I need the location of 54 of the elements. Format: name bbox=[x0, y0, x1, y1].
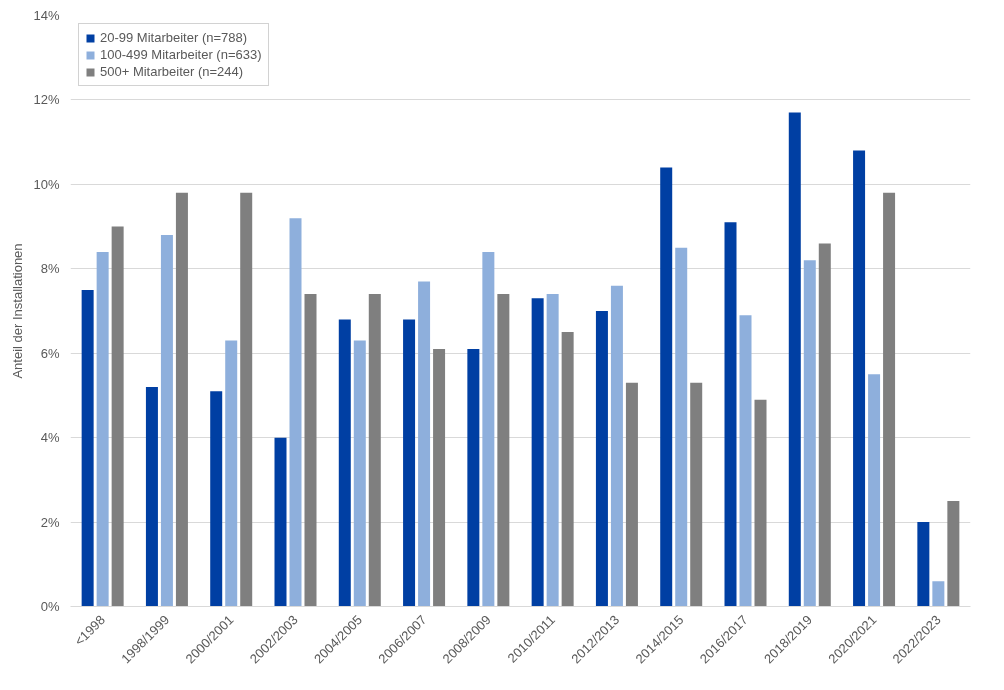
y-tick-label: 4% bbox=[40, 430, 60, 446]
bar bbox=[111, 226, 124, 607]
y-tick-label: 8% bbox=[40, 261, 60, 277]
bar bbox=[531, 298, 544, 607]
legend-label: 100-499 Mitarbeiter (n=633) bbox=[100, 47, 262, 62]
y-tick-label: 6% bbox=[40, 345, 60, 361]
y-tick-label: 12% bbox=[33, 92, 60, 108]
bar bbox=[932, 581, 945, 607]
bar bbox=[160, 235, 173, 607]
bar bbox=[883, 192, 896, 607]
bar bbox=[947, 500, 960, 607]
legend-label: 20-99 Mitarbeiter (n=788) bbox=[100, 30, 248, 45]
bar bbox=[625, 382, 638, 607]
bar bbox=[610, 285, 623, 607]
bar bbox=[675, 247, 688, 607]
bar bbox=[467, 348, 480, 607]
bar bbox=[818, 243, 831, 607]
bar bbox=[497, 294, 510, 607]
bar bbox=[917, 522, 930, 607]
bar bbox=[81, 289, 94, 607]
bar bbox=[274, 437, 287, 607]
bar bbox=[739, 315, 752, 607]
bar bbox=[145, 386, 158, 607]
bar bbox=[289, 218, 302, 607]
bar bbox=[853, 150, 866, 607]
bar bbox=[546, 294, 559, 607]
bar bbox=[403, 319, 416, 607]
bar bbox=[368, 294, 381, 607]
y-axis-title: Anteil der Installationen bbox=[10, 243, 26, 379]
bar bbox=[754, 399, 767, 607]
bar bbox=[788, 112, 801, 607]
bar bbox=[418, 281, 431, 607]
bar bbox=[210, 391, 223, 607]
y-tick-label: 2% bbox=[40, 514, 60, 530]
bar bbox=[561, 332, 574, 607]
bar bbox=[660, 167, 673, 607]
bar bbox=[724, 222, 737, 607]
y-tick-label: 0% bbox=[40, 599, 60, 614]
bar bbox=[803, 260, 816, 607]
bar bbox=[96, 251, 109, 607]
bar bbox=[353, 340, 366, 607]
bar bbox=[175, 192, 188, 607]
bar bbox=[304, 294, 317, 607]
bar bbox=[595, 311, 608, 607]
bar bbox=[338, 319, 351, 607]
bar bbox=[868, 374, 881, 607]
bar bbox=[240, 192, 253, 607]
bar bbox=[482, 251, 495, 607]
bar bbox=[690, 382, 703, 607]
y-tick-label: 14% bbox=[33, 8, 60, 23]
bar bbox=[433, 348, 446, 607]
legend-label: 500+ Mitarbeiter (n=244) bbox=[100, 64, 244, 79]
y-tick-label: 10% bbox=[33, 176, 60, 192]
bar bbox=[225, 340, 238, 607]
